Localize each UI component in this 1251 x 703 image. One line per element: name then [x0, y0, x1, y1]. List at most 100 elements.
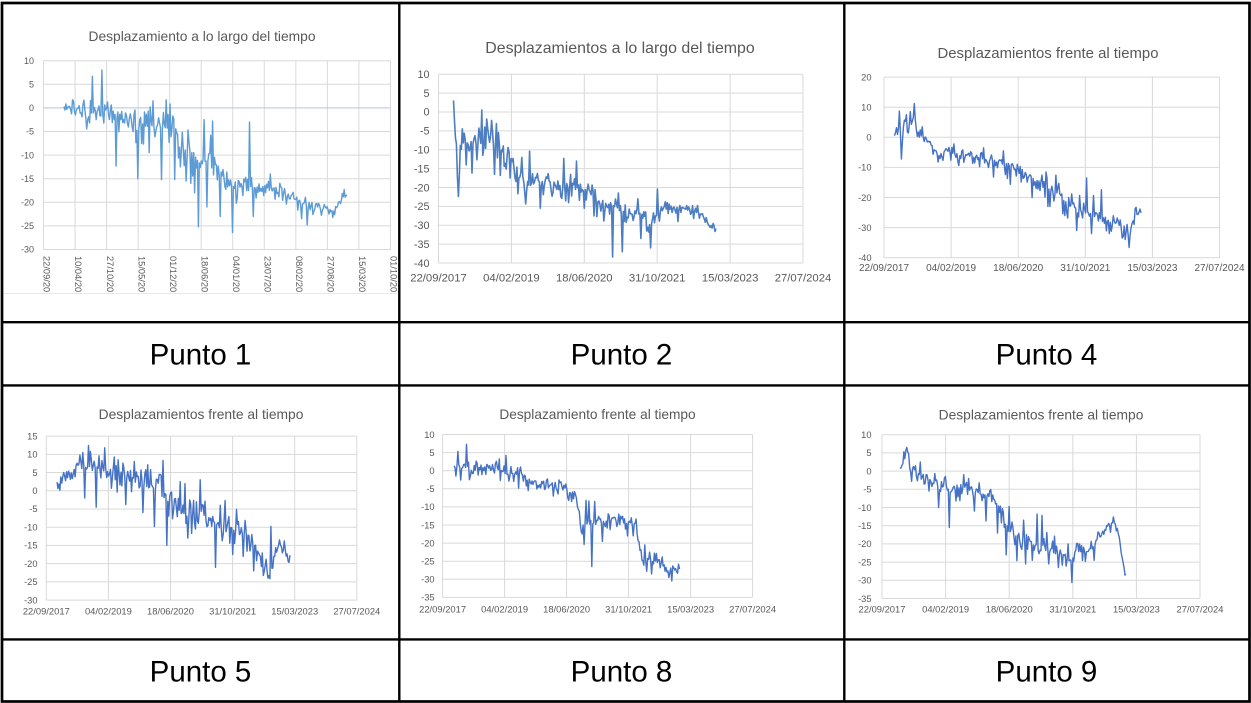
- svg-text:Desplazamientos frente al tiem: Desplazamientos frente al tiempo: [99, 407, 304, 422]
- svg-text:-35: -35: [414, 239, 430, 251]
- svg-text:-15: -15: [421, 520, 434, 530]
- svg-text:22/09/2017: 22/09/2017: [859, 263, 909, 274]
- svg-text:22/09/2017: 22/09/2017: [859, 604, 906, 615]
- svg-text:23/07/20: 23/07/20: [262, 256, 272, 292]
- svg-text:-10: -10: [24, 522, 37, 532]
- svg-text:31/10/2021: 31/10/2021: [629, 273, 686, 285]
- svg-text:-10: -10: [858, 503, 871, 513]
- svg-text:15/03/2023: 15/03/2023: [271, 606, 318, 617]
- svg-text:-15: -15: [858, 521, 871, 531]
- svg-text:Desplazamientos frente al tiem: Desplazamientos frente al tiempo: [938, 46, 1159, 62]
- svg-text:-5: -5: [420, 126, 430, 138]
- svg-text:0: 0: [429, 466, 434, 476]
- svg-text:5: 5: [29, 79, 34, 89]
- svg-text:0: 0: [866, 133, 871, 143]
- svg-text:-10: -10: [858, 163, 871, 173]
- svg-text:04/02/2019: 04/02/2019: [483, 273, 540, 285]
- svg-text:31/10/2021: 31/10/2021: [209, 606, 256, 617]
- svg-text:Desplazamiento a lo largo del: Desplazamiento a lo largo del tiempo: [88, 29, 315, 44]
- svg-text:0: 0: [423, 107, 429, 119]
- svg-text:04/02/2019: 04/02/2019: [922, 604, 969, 615]
- svg-text:04/02/2019: 04/02/2019: [85, 606, 132, 617]
- svg-text:27/07/2024: 27/07/2024: [1194, 263, 1244, 274]
- svg-text:18/06/2020: 18/06/2020: [993, 263, 1043, 274]
- svg-text:-20: -20: [858, 193, 871, 203]
- svg-text:10: 10: [24, 56, 34, 66]
- svg-text:08/02/20: 08/02/20: [294, 256, 304, 292]
- svg-text:-35: -35: [858, 594, 871, 604]
- svg-text:0: 0: [32, 486, 37, 496]
- svg-text:04/02/2019: 04/02/2019: [926, 263, 976, 274]
- svg-text:0: 0: [866, 466, 871, 476]
- svg-text:10/04/20: 10/04/20: [73, 256, 83, 292]
- svg-text:22/09/2017: 22/09/2017: [410, 273, 467, 285]
- svg-text:31/10/2021: 31/10/2021: [1049, 604, 1096, 615]
- svg-text:18/06/2020: 18/06/2020: [556, 273, 613, 285]
- svg-text:-25: -25: [421, 556, 434, 566]
- svg-text:04/01/20: 04/01/20: [231, 256, 241, 292]
- svg-text:Punto 4: Punto 4: [996, 338, 1098, 371]
- svg-text:-15: -15: [21, 174, 34, 184]
- svg-text:15/03/20: 15/03/20: [357, 256, 367, 292]
- svg-text:04/02/2019: 04/02/2019: [481, 604, 528, 615]
- svg-text:27/07/2024: 27/07/2024: [1177, 604, 1224, 615]
- svg-text:-15: -15: [414, 163, 430, 175]
- svg-text:15/03/2023: 15/03/2023: [1113, 604, 1160, 615]
- svg-text:5: 5: [429, 448, 434, 458]
- svg-text:-30: -30: [21, 245, 34, 255]
- svg-text:5: 5: [866, 448, 871, 458]
- svg-text:-40: -40: [414, 258, 430, 270]
- svg-text:-25: -25: [21, 221, 34, 231]
- svg-text:15/05/20: 15/05/20: [136, 256, 146, 292]
- svg-text:-30: -30: [421, 575, 434, 585]
- svg-text:31/10/2021: 31/10/2021: [605, 604, 652, 615]
- svg-text:0: 0: [29, 103, 34, 113]
- svg-text:Desplazamientos a lo largo del: Desplazamientos a lo largo del tiempo: [485, 40, 755, 57]
- svg-text:27/07/2024: 27/07/2024: [729, 604, 776, 615]
- svg-text:27/07/2024: 27/07/2024: [775, 273, 832, 285]
- svg-text:Punto 9: Punto 9: [996, 655, 1098, 688]
- svg-text:10: 10: [424, 430, 434, 440]
- svg-text:-20: -20: [858, 539, 871, 549]
- svg-text:18/06/2020: 18/06/2020: [543, 604, 590, 615]
- svg-text:Desplazamientos frente al tiem: Desplazamientos frente al tiempo: [939, 408, 1144, 423]
- svg-text:-5: -5: [863, 485, 871, 495]
- svg-text:20: 20: [861, 72, 871, 82]
- svg-text:Punto 1: Punto 1: [150, 338, 252, 371]
- svg-text:-30: -30: [858, 223, 871, 233]
- svg-text:-10: -10: [21, 150, 34, 160]
- svg-text:22/09/2017: 22/09/2017: [23, 606, 70, 617]
- svg-text:-20: -20: [21, 197, 34, 207]
- svg-text:-10: -10: [421, 502, 434, 512]
- svg-text:-10: -10: [414, 145, 430, 157]
- svg-text:-25: -25: [24, 577, 37, 587]
- svg-text:Punto 8: Punto 8: [571, 655, 673, 688]
- svg-text:18/06/2020: 18/06/2020: [986, 604, 1033, 615]
- svg-text:27/10/20: 27/10/20: [105, 256, 115, 292]
- svg-text:-30: -30: [414, 220, 430, 232]
- svg-text:10: 10: [27, 450, 37, 460]
- svg-text:-20: -20: [421, 538, 434, 548]
- svg-text:15/03/2023: 15/03/2023: [702, 273, 759, 285]
- svg-text:5: 5: [423, 88, 429, 100]
- svg-text:15/03/2023: 15/03/2023: [1127, 263, 1177, 274]
- svg-text:10: 10: [861, 102, 871, 112]
- svg-text:-30: -30: [24, 595, 37, 605]
- svg-text:Punto 5: Punto 5: [150, 655, 252, 688]
- svg-text:5: 5: [32, 468, 37, 478]
- svg-text:-25: -25: [414, 201, 430, 213]
- svg-text:22/09/2017: 22/09/2017: [419, 604, 466, 615]
- svg-text:31/10/2021: 31/10/2021: [1060, 263, 1110, 274]
- svg-text:01/12/20: 01/12/20: [168, 256, 178, 292]
- svg-text:18/06/2020: 18/06/2020: [147, 606, 194, 617]
- svg-text:-35: -35: [421, 593, 434, 603]
- svg-text:-20: -20: [24, 559, 37, 569]
- svg-text:-20: -20: [414, 182, 430, 194]
- svg-text:-25: -25: [858, 557, 871, 567]
- svg-text:-5: -5: [29, 504, 37, 514]
- svg-text:15/03/2023: 15/03/2023: [667, 604, 714, 615]
- svg-text:-30: -30: [858, 576, 871, 586]
- svg-text:22/09/20: 22/09/20: [42, 256, 52, 292]
- svg-text:-15: -15: [24, 541, 37, 551]
- svg-text:-40: -40: [858, 253, 871, 263]
